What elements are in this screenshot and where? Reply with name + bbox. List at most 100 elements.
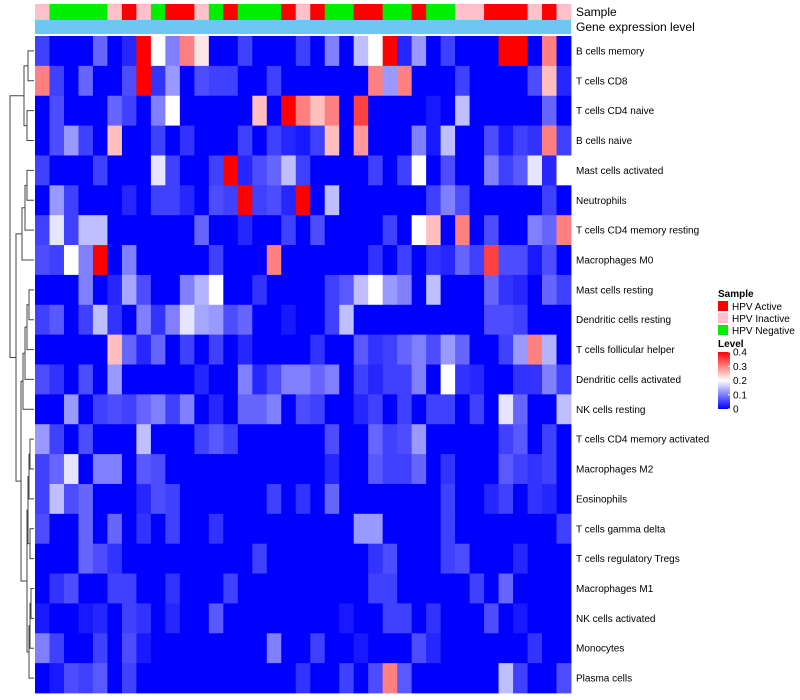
heatmap-cell (426, 394, 442, 425)
row-label: T cells regulatory Tregs (576, 554, 680, 565)
gene-expression-annotation-bar (35, 20, 571, 34)
heatmap-cell (484, 603, 499, 634)
heatmap-cell (49, 454, 65, 485)
heatmap-cell (107, 394, 123, 425)
heatmap-cell (411, 304, 427, 336)
heatmap-cell (310, 95, 326, 126)
dendrogram-branch (28, 289, 34, 321)
heatmap-cell (35, 125, 50, 156)
heatmap-cell (194, 185, 210, 216)
heatmap-cell (78, 185, 94, 216)
heatmap-cell (295, 543, 311, 574)
heatmap-cell (455, 483, 470, 515)
heatmap-cell (150, 155, 166, 186)
row-label: T cells CD4 memory resting (576, 226, 699, 237)
heatmap-cell (281, 543, 297, 574)
heatmap-cell (527, 483, 543, 515)
heatmap-cell (411, 274, 427, 306)
sample-annotation-cell (542, 4, 557, 20)
heatmap-cell (150, 125, 166, 156)
heatmap-cell (324, 454, 340, 485)
heatmap-cell (411, 65, 427, 97)
heatmap-cell (179, 483, 195, 515)
heatmap-cell (426, 36, 442, 67)
heatmap-cell (397, 36, 413, 67)
heatmap-cell (78, 424, 94, 455)
heatmap-cell (179, 155, 195, 186)
heatmap-cell (136, 36, 152, 67)
heatmap-cell (92, 155, 108, 186)
heatmap-cell (194, 215, 210, 246)
heatmap-cell (165, 65, 181, 97)
heatmap-cell (339, 543, 355, 574)
heatmap-cell (266, 245, 282, 276)
heatmap-cell (339, 633, 355, 664)
heatmap-cell (339, 274, 355, 306)
heatmap-cell (382, 454, 398, 485)
heatmap-cell (63, 65, 79, 97)
heatmap-cell (266, 155, 282, 186)
heatmap-cell (136, 95, 152, 126)
heatmap-cell (426, 65, 442, 97)
heatmap-cell (150, 95, 166, 126)
sample-legend-label: HPV Inactive (732, 314, 790, 325)
heatmap-cell (35, 603, 50, 634)
heatmap-cell (397, 125, 413, 156)
sample-annotation-cell (324, 4, 340, 20)
heatmap-cell (266, 513, 282, 545)
heatmap-cell (165, 424, 181, 455)
heatmap-cell (237, 663, 253, 694)
heatmap-cell (556, 334, 572, 365)
heatmap-cell (310, 573, 326, 604)
row-label: NK cells resting (576, 405, 645, 416)
row-label: Macrophages M0 (576, 255, 654, 266)
heatmap-cell (397, 364, 413, 395)
heatmap-cell (165, 245, 181, 276)
dendrogram-branch (20, 380, 27, 582)
heatmap-cell (237, 125, 253, 156)
heatmap-cell (397, 215, 413, 246)
heatmap-cell (208, 274, 224, 306)
heatmap-cell (368, 364, 384, 395)
heatmap-cell (426, 573, 442, 604)
heatmap-cell (165, 364, 181, 395)
dendrogram-branch (29, 438, 34, 470)
heatmap-cell (368, 215, 384, 246)
heatmap-cell (63, 663, 79, 694)
heatmap-cell (35, 185, 50, 216)
heatmap-cell (542, 274, 557, 306)
heatmap-cell (194, 424, 210, 455)
heatmap-cell (310, 394, 326, 425)
heatmap-cell (455, 245, 470, 276)
heatmap-cell (411, 36, 427, 67)
heatmap-cell (194, 36, 210, 67)
heatmap-cell (92, 215, 108, 246)
heatmap-cell (136, 245, 152, 276)
heatmap-cell (179, 334, 195, 365)
heatmap-cell (150, 65, 166, 97)
heatmap-cell (556, 394, 572, 425)
heatmap-cell (542, 663, 557, 694)
sample-legend-label: HPV Active (732, 302, 782, 313)
heatmap-cell (469, 513, 485, 545)
heatmap-cell (266, 95, 282, 126)
heatmap-cell (281, 65, 297, 97)
heatmap-cell (542, 483, 557, 515)
heatmap-cell (513, 543, 528, 574)
heatmap-cell (339, 155, 355, 186)
heatmap-cell (295, 125, 311, 156)
heatmap-cell (252, 155, 268, 186)
heatmap-cell (223, 245, 239, 276)
heatmap-cell (237, 394, 253, 425)
heatmap-cell (266, 274, 282, 306)
heatmap-cell (484, 125, 499, 156)
heatmap-cell (295, 633, 311, 664)
level-legend-title: Level (718, 339, 744, 350)
heatmap-cell (252, 483, 268, 515)
row-label: Mast cells activated (576, 166, 663, 177)
heatmap-cell (63, 543, 79, 574)
heatmap-cell (382, 245, 398, 276)
heatmap-cell (411, 573, 427, 604)
heatmap-cell (542, 633, 557, 664)
heatmap-cell (426, 543, 442, 574)
